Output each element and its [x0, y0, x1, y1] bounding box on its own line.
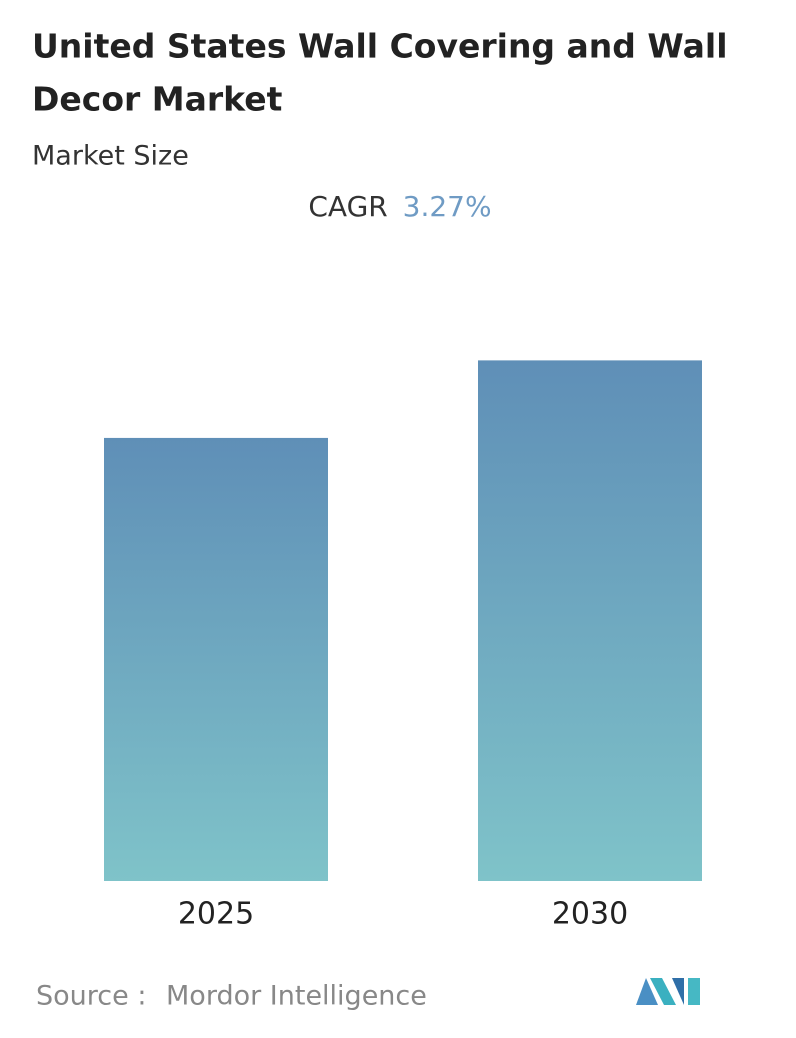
x-tick-label: 2030 — [552, 897, 628, 932]
bar — [104, 437, 328, 881]
source-label: Source : — [36, 981, 146, 1012]
logo — [636, 978, 700, 1005]
chart-subtitle: Market Size — [32, 141, 189, 172]
x-tick-label: 2025 — [178, 897, 254, 932]
chart-title-line-2: Decor Market — [32, 80, 283, 119]
cagr-value: 3.27% — [403, 190, 492, 223]
chart-title-line-1: United States Wall Covering and Wall — [32, 27, 728, 66]
cagr-label: CAGR — [308, 190, 387, 223]
cagr: CAGR 3.27% — [308, 190, 491, 223]
bar — [478, 360, 702, 881]
source: Mordor Intelligence — [166, 981, 427, 1012]
